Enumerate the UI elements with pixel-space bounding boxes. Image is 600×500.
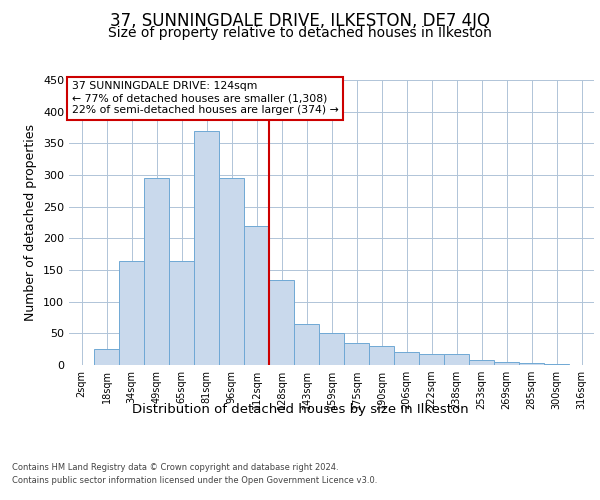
Text: Contains public sector information licensed under the Open Government Licence v3: Contains public sector information licen… [12,476,377,485]
Text: 37, SUNNINGDALE DRIVE, ILKESTON, DE7 4JQ: 37, SUNNINGDALE DRIVE, ILKESTON, DE7 4JQ [110,12,490,30]
Bar [144,178,169,365]
Text: Contains HM Land Registry data © Crown copyright and database right 2024.: Contains HM Land Registry data © Crown c… [12,462,338,471]
Bar [219,178,244,365]
Bar [294,324,319,365]
Bar [169,260,194,365]
Text: Size of property relative to detached houses in Ilkeston: Size of property relative to detached ho… [108,26,492,40]
Bar [519,363,544,365]
Bar [544,364,569,365]
Bar [94,349,119,365]
Bar [494,362,519,365]
Bar [344,343,369,365]
Bar [444,354,469,365]
Text: Distribution of detached houses by size in Ilkeston: Distribution of detached houses by size … [131,402,469,415]
Bar [244,226,269,365]
Bar [319,334,344,365]
Y-axis label: Number of detached properties: Number of detached properties [25,124,37,321]
Bar [419,354,444,365]
Bar [269,280,294,365]
Bar [119,260,144,365]
Bar [394,352,419,365]
Text: 37 SUNNINGDALE DRIVE: 124sqm
← 77% of detached houses are smaller (1,308)
22% of: 37 SUNNINGDALE DRIVE: 124sqm ← 77% of de… [71,82,338,114]
Bar [369,346,394,365]
Bar [469,360,494,365]
Bar [194,130,219,365]
